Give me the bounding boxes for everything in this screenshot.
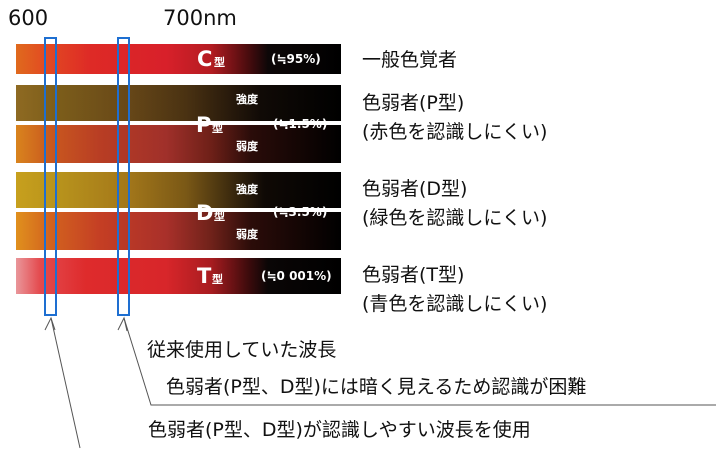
percentage-t: (≒0 001%)	[261, 269, 332, 283]
axis-label-600: 600	[8, 6, 49, 30]
degree-strong-d: 強度	[236, 183, 258, 196]
type-suffix-p: 型	[212, 122, 223, 135]
desc-d-type-line1: 色弱者(D型)	[362, 178, 468, 200]
callout-line-600nm	[50, 317, 81, 449]
type-letter-c: C	[197, 47, 213, 71]
arrowhead-700nm	[117, 316, 128, 332]
desc-t-type-line2: (青色を認識しにくい)	[362, 293, 548, 315]
spectrum-band-t-type: T 型 (≒0 001%)	[16, 258, 341, 294]
desc-p-type-line1: 色弱者(P型)	[362, 92, 465, 114]
p-divider	[16, 121, 256, 125]
degree-weak-p: 弱度	[236, 140, 258, 153]
degree-weak-d: 弱度	[236, 228, 258, 241]
d-strong-half	[16, 172, 341, 208]
marker-600nm	[44, 37, 57, 316]
d-weak-half	[16, 212, 341, 250]
type-letter-d: D	[196, 201, 214, 225]
note-conventional-wavelength: 従来使用していた波長	[147, 339, 337, 361]
percentage-d: (≒3.5%)	[273, 205, 328, 219]
spectrum-band-d-type: 強度 D 型 (≒3.5%) 弱度	[16, 172, 341, 250]
percentage-p: (≒1.5%)	[273, 117, 328, 131]
p-weak-half	[16, 125, 341, 163]
degree-strong-p: 強度	[236, 93, 258, 106]
type-suffix-d: 型	[214, 210, 225, 223]
type-suffix-c: 型	[214, 56, 225, 69]
marker-700nm	[117, 37, 130, 316]
note-conventional-difficulty: 色弱者(P型、D型)には暗く見えるため認識が困難	[166, 376, 587, 398]
desc-d-type-line2: (緑色を認識しにくい)	[362, 207, 548, 229]
arrowhead-600nm	[44, 316, 56, 331]
axis-label-700nm: 700nm	[163, 6, 237, 30]
d-divider	[16, 208, 256, 212]
spectrum-band-c-type: C 型 (≒95%)	[16, 44, 341, 74]
desc-t-type-line1: 色弱者(T型)	[362, 264, 465, 286]
type-letter-t: T	[197, 264, 212, 288]
percentage-c: (≒95%)	[271, 52, 321, 66]
desc-c-type: 一般色覚者	[362, 49, 458, 71]
type-letter-p: P	[196, 113, 212, 137]
desc-p-type-line2: (赤色を認識しにくい)	[362, 121, 548, 143]
note-new-wavelength: 色弱者(P型、D型)が認識しやすい波長を使用	[148, 419, 531, 441]
p-strong-half	[16, 85, 341, 121]
spectrum-band-p-type: 強度 P 型 (≒1.5%) 弱度	[16, 85, 341, 163]
type-suffix-t: 型	[212, 273, 223, 286]
callout-line-700nm	[123, 317, 716, 406]
